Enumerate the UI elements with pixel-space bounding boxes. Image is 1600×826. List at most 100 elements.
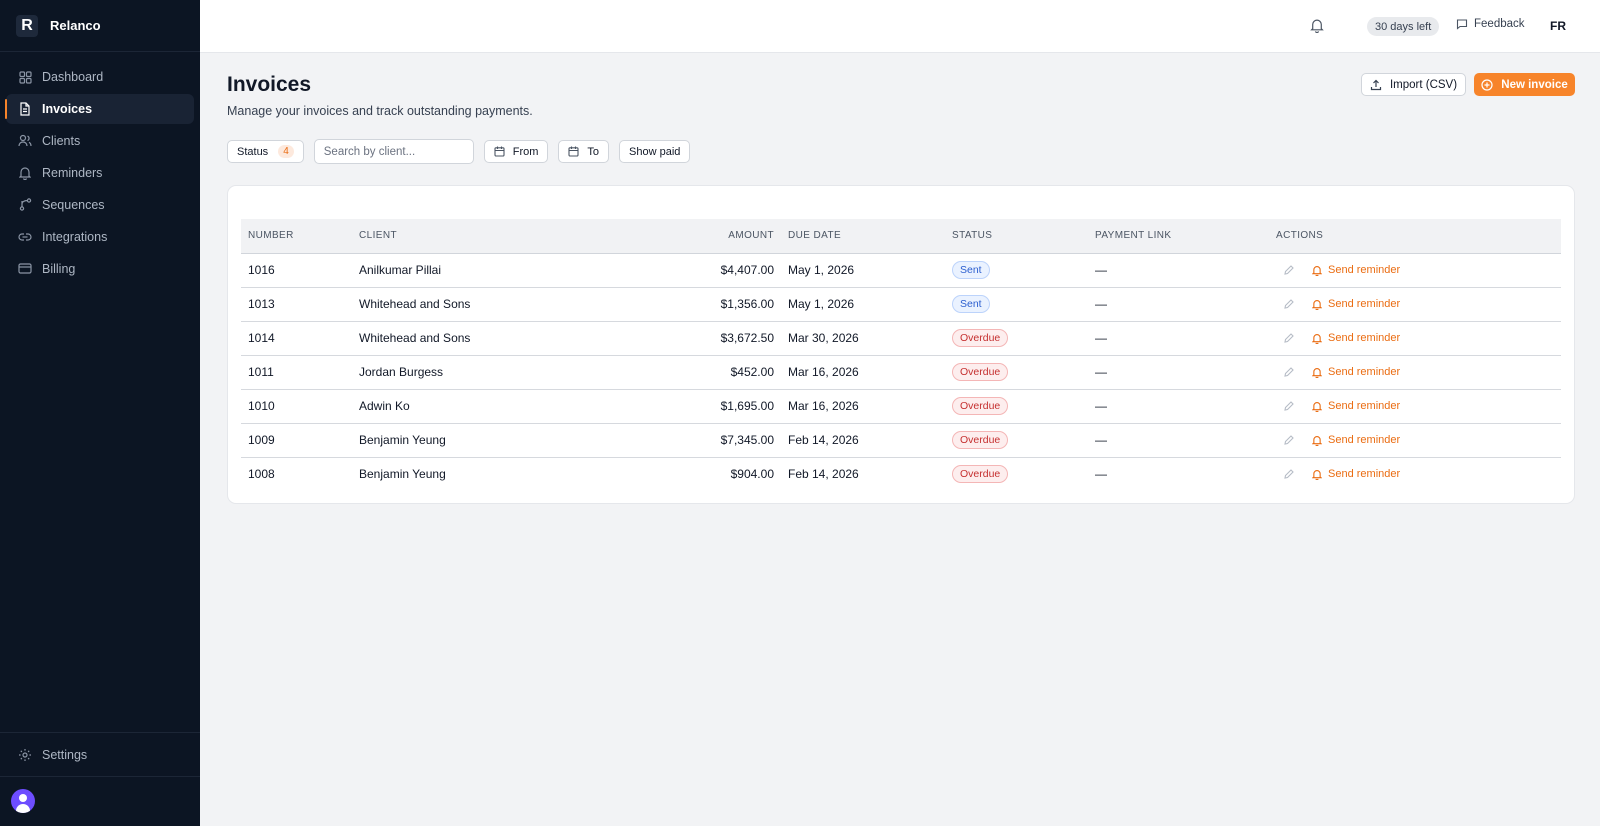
send-reminder-button[interactable]: Send reminder bbox=[1312, 264, 1400, 276]
sidebar-item-dashboard[interactable]: Dashboard bbox=[6, 62, 194, 92]
status-cell: Overdue bbox=[952, 321, 1095, 356]
edit-pencil-icon[interactable] bbox=[1283, 298, 1295, 310]
sidebar-item-billing[interactable]: Billing bbox=[6, 254, 194, 284]
send-reminder-button[interactable]: Send reminder bbox=[1312, 468, 1400, 480]
actions-cell: Send reminder bbox=[1276, 457, 1561, 491]
settings-label: Settings bbox=[42, 747, 88, 762]
feedback-button[interactable]: Feedback bbox=[1456, 18, 1525, 30]
show-paid-toggle[interactable]: Show paid bbox=[619, 140, 691, 163]
sidebar: R Relanco Dashboard Invoices Clients Re bbox=[0, 0, 200, 826]
sidebar-item-sequences[interactable]: Sequences bbox=[6, 190, 194, 220]
invoice-amount: $904.00 bbox=[730, 467, 774, 482]
bell-icon bbox=[18, 166, 32, 180]
avatar[interactable] bbox=[11, 789, 35, 813]
sidebar-item-label: Reminders bbox=[42, 165, 103, 180]
send-reminder-label: Send reminder bbox=[1328, 264, 1401, 276]
column-header-due-date[interactable]: DUE DATE bbox=[774, 219, 952, 254]
status-cell: Sent bbox=[952, 253, 1095, 288]
status-cell: Overdue bbox=[952, 457, 1095, 491]
table-row[interactable]: 1014 Whitehead and Sons $3,672.50 Mar 30… bbox=[241, 321, 1561, 356]
sidebar-item-label: Invoices bbox=[42, 101, 93, 116]
plus-circle-icon bbox=[1481, 78, 1493, 91]
payment-link: — bbox=[1095, 253, 1276, 288]
bell-icon bbox=[1312, 265, 1322, 276]
sidebar-item-clients[interactable]: Clients bbox=[6, 126, 194, 156]
payment-link: — bbox=[1095, 467, 1107, 482]
due-date: Feb 14, 2026 bbox=[788, 467, 859, 482]
table-row[interactable]: 1009 Benjamin Yeung $7,345.00 Feb 14, 20… bbox=[241, 423, 1561, 458]
to-label: To bbox=[587, 145, 600, 158]
from-label: From bbox=[512, 145, 539, 158]
due-date: Mar 30, 2026 bbox=[774, 321, 952, 356]
status-cell: Sent bbox=[952, 287, 1095, 322]
bell-icon bbox=[1312, 469, 1322, 480]
payment-link: — bbox=[1095, 389, 1276, 424]
status-badge: Sent bbox=[952, 261, 990, 279]
table-row[interactable]: 1016 Anilkumar Pillai $4,407.00 May 1, 2… bbox=[241, 253, 1561, 288]
due-date: May 1, 2026 bbox=[774, 253, 952, 288]
sidebar-item-integrations[interactable]: Integrations bbox=[6, 222, 194, 252]
send-reminder-button[interactable]: Send reminder bbox=[1312, 298, 1400, 310]
trial-badge[interactable]: 30 days left bbox=[1367, 17, 1440, 36]
column-header-status[interactable]: STATUS bbox=[952, 219, 1095, 254]
new-invoice-button[interactable]: New invoice bbox=[1474, 73, 1575, 96]
column-header-client[interactable]: CLIENT bbox=[359, 219, 639, 254]
document-icon bbox=[18, 101, 32, 116]
edit-pencil-icon[interactable] bbox=[1283, 366, 1295, 378]
client-name: Jordan Burgess bbox=[359, 355, 639, 390]
table-row[interactable]: 1013 Whitehead and Sons $1,356.00 May 1,… bbox=[241, 287, 1561, 322]
to-date-filter[interactable]: To bbox=[558, 140, 610, 163]
language-switch[interactable]: FR bbox=[1550, 19, 1566, 33]
send-reminder-button[interactable]: Send reminder bbox=[1312, 366, 1400, 378]
calendar-icon bbox=[568, 146, 579, 157]
actions-cell: Send reminder bbox=[1276, 287, 1561, 322]
edit-pencil-icon[interactable] bbox=[1283, 468, 1295, 480]
column-header-number[interactable]: NUMBER bbox=[241, 219, 359, 254]
from-date-filter[interactable]: From bbox=[483, 140, 549, 163]
brand[interactable]: R Relanco bbox=[0, 0, 200, 52]
invoice-number: 1010 bbox=[241, 389, 359, 424]
invoice-amount: $452.00 bbox=[639, 355, 774, 390]
sidebar-item-invoices[interactable]: Invoices bbox=[5, 93, 194, 124]
send-reminder-label: Send reminder bbox=[1328, 332, 1401, 344]
sidebar-item-label: Sequences bbox=[42, 197, 105, 212]
payment-link: — bbox=[1095, 423, 1276, 458]
notifications-bell-icon[interactable] bbox=[1310, 18, 1326, 34]
status-count-badge: 4 bbox=[278, 145, 294, 158]
import-csv-button[interactable]: Import (CSV) bbox=[1361, 73, 1466, 96]
due-date: Mar 16, 2026 bbox=[774, 355, 952, 390]
table-header-row: NUMBER CLIENT AMOUNT DUE DATE STATUS PAY… bbox=[241, 219, 1561, 254]
sidebar-item-label: Clients bbox=[42, 133, 81, 148]
chat-bubble-icon bbox=[1456, 19, 1468, 30]
users-icon bbox=[18, 134, 32, 148]
send-reminder-button[interactable]: Send reminder bbox=[1312, 332, 1400, 344]
edit-pencil-icon[interactable] bbox=[1283, 400, 1295, 412]
table-row[interactable]: 1011 Jordan Burgess $452.00 Mar 16, 2026… bbox=[241, 355, 1561, 390]
client-name: Benjamin Yeung bbox=[359, 423, 639, 458]
invoices-table: NUMBER CLIENT AMOUNT DUE DATE STATUS PAY… bbox=[241, 219, 1561, 491]
table-row[interactable]: 1008 Benjamin Yeung $904.00 Feb 14, 2026… bbox=[241, 457, 1561, 491]
status-filter[interactable]: Status 4 bbox=[227, 140, 304, 163]
sidebar-item-reminders[interactable]: Reminders bbox=[6, 158, 194, 188]
column-header-amount[interactable]: AMOUNT bbox=[639, 219, 774, 254]
send-reminder-button[interactable]: Send reminder bbox=[1312, 400, 1400, 412]
invoice-number: 1009 bbox=[241, 423, 359, 458]
status-badge: Sent bbox=[952, 295, 990, 313]
grid-icon bbox=[18, 70, 32, 84]
invoice-amount: $3,672.50 bbox=[639, 321, 774, 356]
invoice-amount: $4,407.00 bbox=[639, 253, 774, 288]
edit-pencil-icon[interactable] bbox=[1283, 434, 1295, 446]
table-row[interactable]: 1010 Adwin Ko $1,695.00 Mar 16, 2026 Ove… bbox=[241, 389, 1561, 424]
sidebar-item-settings[interactable]: Settings bbox=[0, 733, 200, 777]
user-menu[interactable] bbox=[0, 777, 200, 825]
edit-pencil-icon[interactable] bbox=[1283, 332, 1295, 344]
edit-pencil-icon[interactable] bbox=[1283, 264, 1295, 276]
status-badge: Overdue bbox=[952, 431, 1009, 449]
send-reminder-button[interactable]: Send reminder bbox=[1312, 434, 1400, 446]
client-search-input[interactable] bbox=[313, 139, 474, 164]
status-cell: Overdue bbox=[952, 423, 1095, 458]
status-badge: Overdue bbox=[952, 465, 1009, 484]
feedback-label: Feedback bbox=[1474, 18, 1525, 30]
invoice-amount: $7,345.00 bbox=[639, 423, 774, 458]
send-reminder-label: Send reminder bbox=[1328, 366, 1401, 378]
